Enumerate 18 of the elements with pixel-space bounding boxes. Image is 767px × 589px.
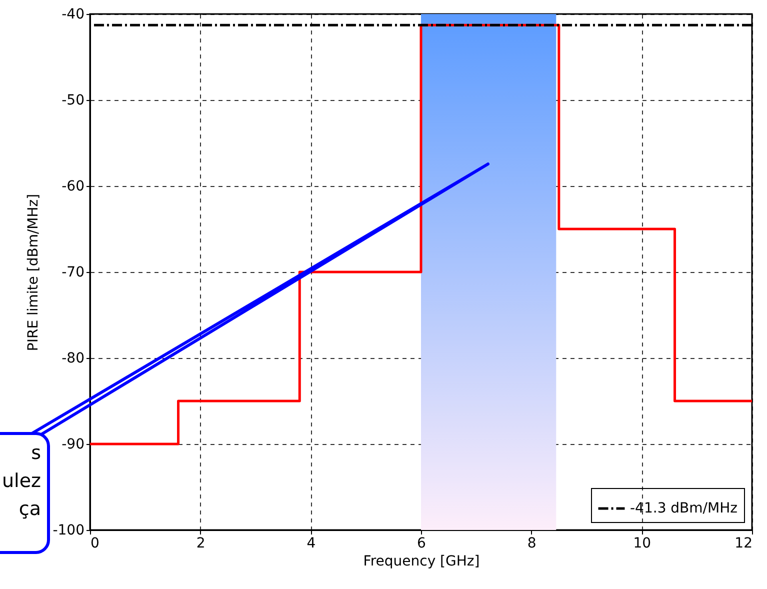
x-tick-label: 4 (306, 536, 316, 552)
x-tick-label: 2 (196, 536, 206, 552)
y-tick-label: -60 (62, 178, 84, 194)
x-tick-label: 10 (633, 536, 652, 552)
y-tick-label: -70 (62, 264, 84, 280)
y-axis-title: PIRE limite [dBm/MHz] (26, 194, 42, 352)
x-tick-label: 12 (734, 536, 752, 552)
y-tick-label: -90 (62, 436, 84, 452)
y-tick-label: -50 (62, 92, 84, 108)
x-tick-label: 8 (527, 536, 536, 552)
y-tick-label: -100 (52, 522, 84, 538)
y-tick-label: -40 (62, 6, 84, 22)
y-tick-label: -80 (62, 350, 84, 366)
x-tick-label: 0 (90, 536, 100, 552)
x-tick-label: 6 (417, 536, 426, 552)
x-axis-title: Frequency [GHz] (363, 554, 480, 570)
text: s ulez ça (0, 432, 50, 554)
legend-label: -41.3 dBm/MHz (630, 500, 738, 516)
